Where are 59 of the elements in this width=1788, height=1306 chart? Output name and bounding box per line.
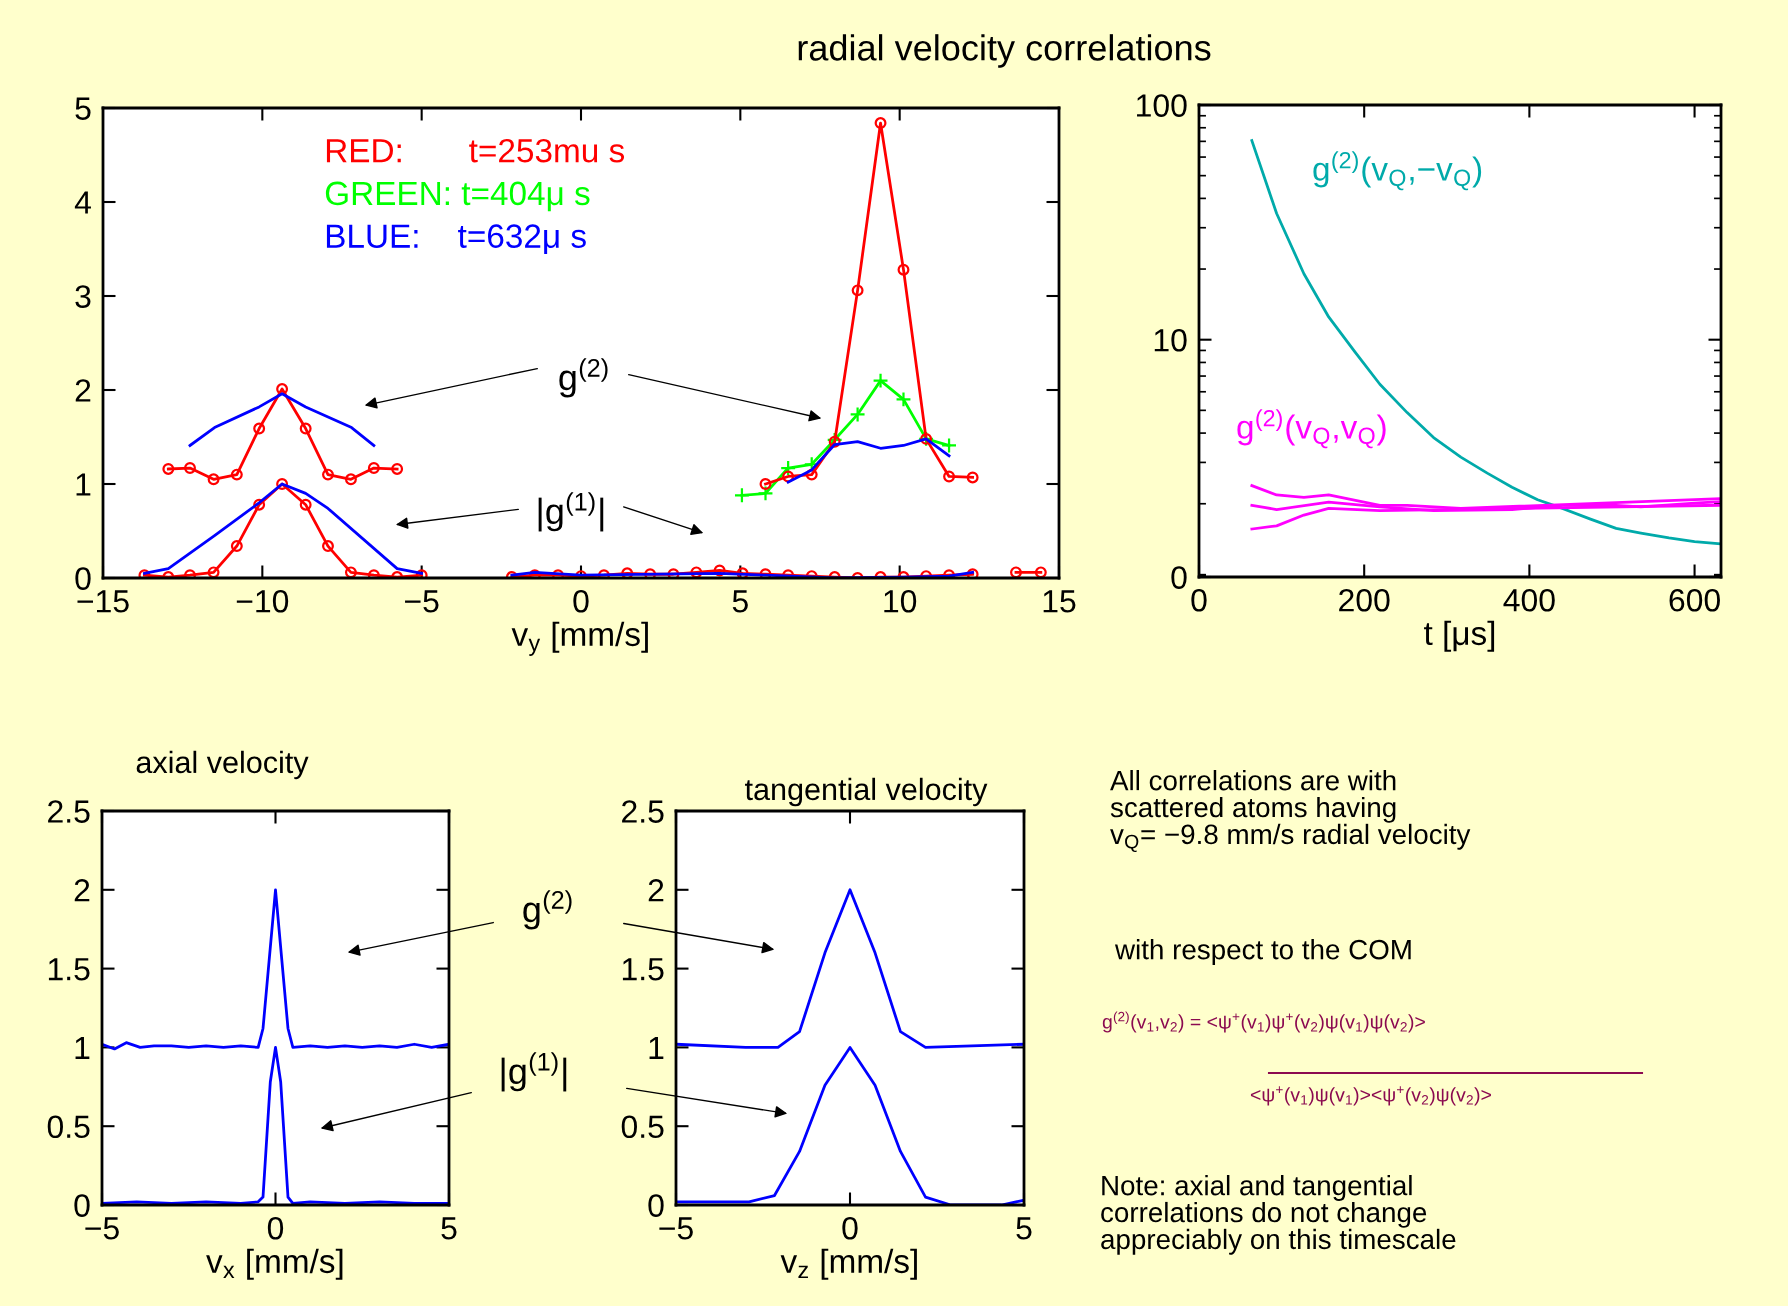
chart-title: axial velocity: [136, 750, 309, 780]
x-axis-title: v$_{x}$ [mm/s]: [206, 1248, 343, 1280]
x-tick-label: 600: [1669, 588, 1720, 612]
y-tick-label: 5: [75, 97, 91, 120]
y-tick-label: 100: [1137, 94, 1187, 117]
text: BLUE: t=632μ s: [326, 224, 586, 255]
y-tick-label: 3: [75, 285, 91, 308]
y-tick-label: 0: [648, 1194, 664, 1217]
y-tick-label: 2: [648, 879, 664, 902]
text: g$^{(2)}$: [523, 890, 572, 930]
y-tick-label: 2.5: [48, 800, 90, 823]
x-tick-label: 0: [573, 589, 589, 613]
y-tick-label: 0: [75, 567, 91, 590]
chart-title: tangential velocity: [745, 777, 988, 807]
y-tick-label: 1: [649, 1037, 664, 1059]
x-tick-label: 400: [1503, 588, 1555, 612]
series-label: g$^{(2)}$(v$_{Q}$,−v$_{Q}$): [1313, 151, 1482, 191]
y-tick-label: 0.5: [47, 1115, 90, 1139]
chart-title: radial velocity correlations: [798, 34, 1211, 68]
annotation: g$^{(2)}$: [559, 358, 608, 398]
x-tick-label: 200: [1339, 588, 1390, 612]
text: <ψ$^{+}$(v$_{1}$)ψ(v$_{1}$)><ψ$^{+}$(v$_{2}$)ψ(v$_{2}$)>: [1250, 1086, 1491, 1106]
y-tick-label: 0.5: [621, 1115, 664, 1139]
text: Note: axial and tangential correlations do not change appreciably on this timescale: [1101, 1175, 1456, 1255]
annotation: |g$^{(1)}$|: [538, 492, 604, 532]
text: |g$^{(1)}$|: [501, 1052, 567, 1092]
y-tick-label: 1: [76, 473, 91, 496]
y-tick-label: 0: [1171, 566, 1187, 589]
y-tick-label: 4: [74, 191, 91, 214]
text: RED: t=253mu s: [326, 138, 625, 163]
x-axis-title: v$_{z}$ [mm/s]: [780, 1248, 917, 1280]
x-tick-label: 5: [1016, 1217, 1032, 1240]
x-tick-label: 0: [1191, 588, 1207, 612]
y-tick-label: 1.5: [622, 958, 664, 981]
series-label: g$^{(2)}$(v$_{Q}$,v$_{Q}$): [1237, 409, 1386, 449]
y-tick-label: 1.5: [48, 958, 90, 981]
x-tick-label: 10: [884, 589, 917, 613]
text: g$^{(2)}$(v$_{1}$,v$_{2}$) = <ψ$^{+}$(v$_{1}$)ψ$^{+}$(v$_{2}$)ψ(v$_{1}$)ψ(v$_{2}$)>: [1102, 1011, 1425, 1033]
x-tick-label: −10: [236, 589, 289, 613]
y-tick-label: 2: [74, 879, 90, 902]
x-tick-label: 0: [267, 1216, 284, 1240]
x-axis-title: v$_{y}$ [mm/s]: [511, 621, 648, 656]
x-tick-label: −5: [405, 590, 439, 613]
y-tick-label: 2.5: [622, 800, 664, 823]
x-tick-label: −5: [85, 1217, 119, 1240]
x-axis-title: t [μs]: [1424, 620, 1495, 652]
y-tick-label: 10: [1154, 328, 1187, 352]
x-tick-label: 0: [842, 1216, 858, 1240]
y-tick-label: 0: [74, 1194, 90, 1217]
x-tick-label: 5: [732, 590, 748, 613]
y-tick-label: 2: [75, 379, 91, 402]
y-tick-label: 1: [75, 1037, 90, 1059]
x-tick-label: 15: [1043, 590, 1076, 613]
text: with respect to the COM: [1114, 939, 1411, 965]
x-tick-label: −5: [659, 1217, 693, 1240]
text: All correlations are with scattered atoms having v$_{Q}$= −9.8 mm/s radial velocity: [1110, 770, 1471, 853]
x-tick-label: −15: [77, 590, 129, 613]
text: GREEN: t=404μ s: [325, 181, 590, 212]
x-tick-label: 5: [441, 1217, 457, 1240]
